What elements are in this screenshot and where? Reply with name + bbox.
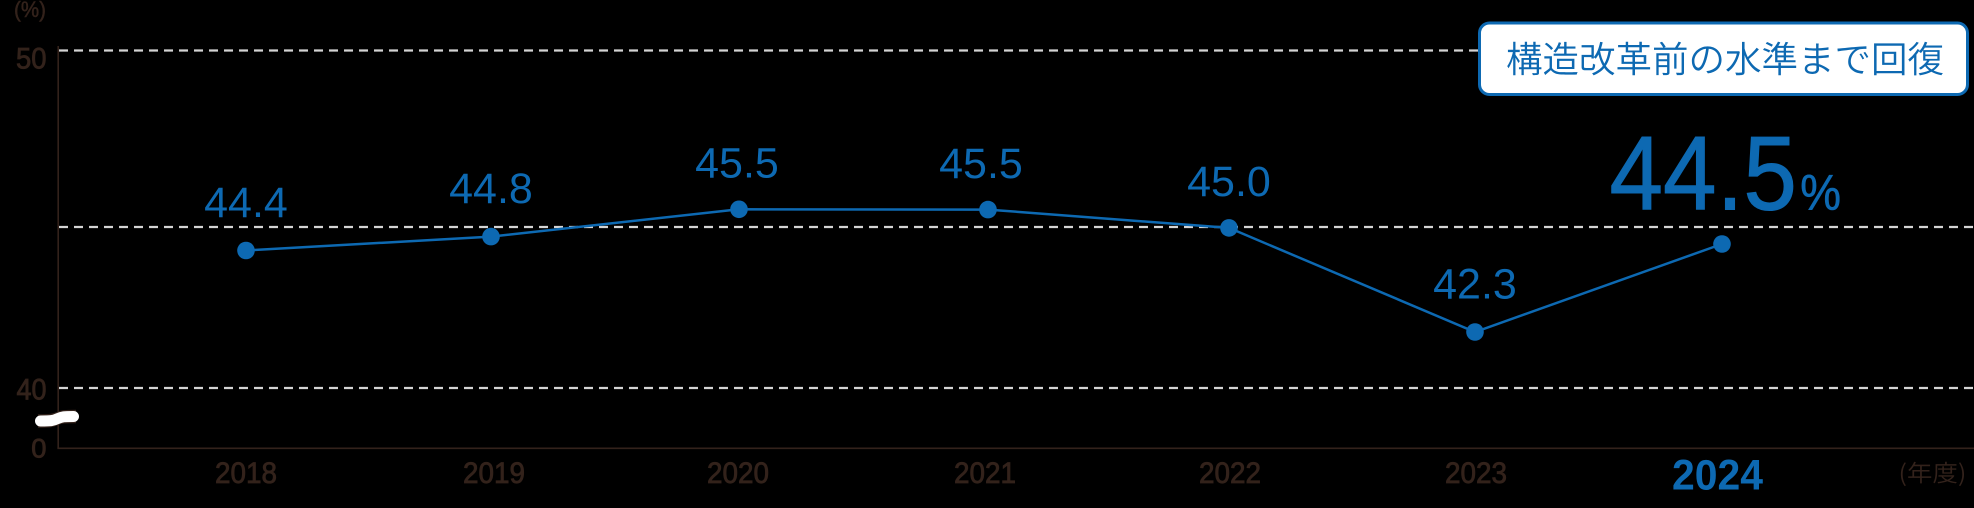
svg-text:2024: 2024 [1672,453,1763,500]
svg-text:(%): (%) [14,0,46,22]
svg-text:2023: 2023 [1445,457,1507,490]
svg-text:44.5: 44.5 [1610,116,1797,233]
svg-text:50: 50 [16,42,47,75]
svg-text:42.3: 42.3 [1433,261,1517,309]
svg-text:45.5: 45.5 [939,140,1023,188]
svg-text:0: 0 [31,434,46,464]
svg-text:2020: 2020 [707,457,769,490]
svg-text:44.8: 44.8 [449,165,533,213]
svg-text:2018: 2018 [215,457,277,490]
svg-text:45.0: 45.0 [1187,158,1271,206]
svg-text:2021: 2021 [954,457,1016,490]
svg-text:45.5: 45.5 [695,140,779,188]
svg-text:2022: 2022 [1199,457,1261,490]
svg-text:44.4: 44.4 [204,179,288,227]
svg-text:2019: 2019 [463,457,525,490]
svg-text:40: 40 [17,374,47,407]
svg-text:%: % [1800,166,1841,221]
